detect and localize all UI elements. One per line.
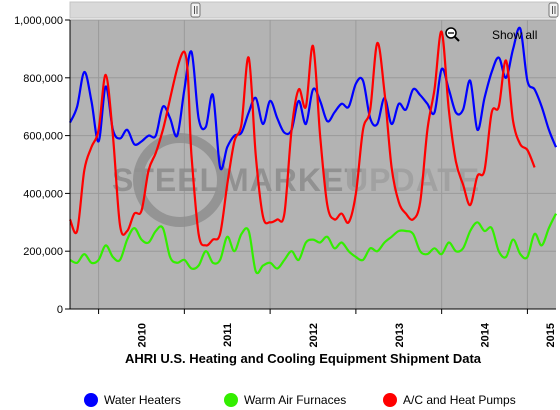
watermark-text-1: STEEL: [112, 162, 220, 198]
y-tick-label: 1,000,000: [14, 15, 63, 27]
y-tick-label: 200,000: [23, 246, 63, 258]
y-tick-label: 400,000: [23, 188, 63, 200]
x-tick-label: 2011: [222, 323, 234, 347]
watermark-text-3: UPDATE: [345, 162, 480, 198]
legend-marker: [84, 393, 98, 407]
watermark: STEEL MARKET UPDATE: [112, 133, 480, 227]
magnifier-handle: [454, 36, 460, 42]
chart-title: AHRI U.S. Heating and Cooling Equipment …: [125, 351, 482, 366]
series-line-a-c-and-heat-pumps: [68, 30, 536, 247]
x-tick-label: 2014: [480, 322, 492, 347]
x-tick-label: 2010: [136, 323, 148, 347]
legend-label: Warm Air Furnaces: [244, 393, 346, 407]
navigator-left-handle[interactable]: [190, 2, 201, 18]
x-tick-label: 2013: [394, 323, 406, 347]
y-tick-label: 800,000: [23, 73, 63, 85]
watermark-text-2: MARKET: [222, 162, 365, 198]
series-line-water-heaters: [68, 26, 558, 171]
show-all-label[interactable]: Show all: [492, 28, 537, 42]
legend-item-warm-air-furnaces[interactable]: Warm Air Furnaces: [224, 393, 346, 407]
y-tick-label: 600,000: [23, 131, 63, 143]
navigator-right-handle[interactable]: [548, 2, 559, 18]
y-axis-ticks: 0 200,000 400,000 600,000 800,000 1,000,000: [14, 15, 70, 316]
y-tick-label: 0: [57, 304, 63, 316]
legend-item-water-heaters[interactable]: Water Heaters: [84, 393, 181, 407]
x-tick-label: 2015: [545, 323, 557, 347]
series-line-warm-air-furnaces: [69, 213, 557, 275]
series-lines: [68, 26, 558, 275]
legend-marker: [383, 393, 397, 407]
legend: Water Heaters Warm Air Furnaces A/C and He…: [84, 393, 516, 407]
watermark-logo-icon: [133, 133, 227, 227]
legend-label: Water Heaters: [104, 393, 181, 407]
navigator-bar[interactable]: [69, 1, 557, 19]
legend-label: A/C and Heat Pumps: [403, 393, 516, 407]
legend-marker: [224, 393, 238, 407]
show-all-button[interactable]: Show all: [445, 27, 537, 42]
x-axis-ticks: 2010 2011 2012 2013 2014 2015: [98, 309, 557, 347]
x-tick-label: 2012: [308, 323, 320, 347]
legend-item-a-c-and-heat-pumps[interactable]: A/C and Heat Pumps: [383, 393, 516, 407]
